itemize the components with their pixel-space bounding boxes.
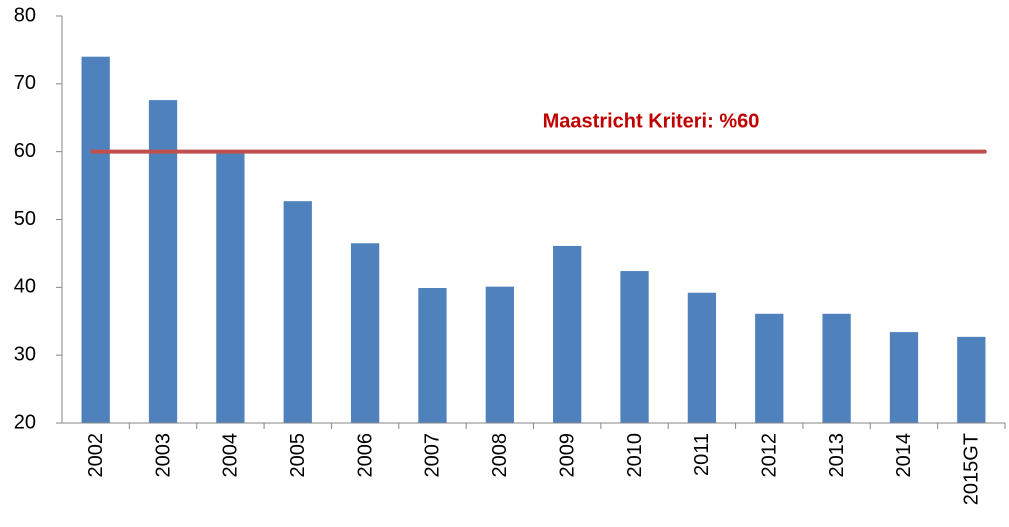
bar [350, 243, 380, 423]
y-tick-label: 60 [14, 140, 36, 162]
x-tick-label: 2005 [287, 433, 309, 478]
bar [822, 313, 851, 423]
y-tick-label: 70 [14, 72, 36, 94]
bar [148, 100, 178, 423]
x-tick-label: 2013 [826, 433, 848, 478]
x-tick-label: 2008 [489, 433, 511, 478]
x-tick-label: 2003 [152, 433, 174, 478]
x-tick-label: 2015GT [961, 433, 983, 505]
y-tick-label: 30 [14, 343, 36, 365]
x-tick-label: 2006 [354, 433, 376, 478]
bar [889, 332, 919, 423]
x-tick-label: 2004 [220, 433, 242, 478]
bar [485, 286, 514, 423]
bar [755, 313, 784, 423]
y-tick-label: 50 [14, 208, 36, 230]
y-tick-label: 80 [14, 4, 36, 26]
reference-label: Maastricht Kriteri: %60 [543, 110, 760, 132]
x-tick-label: 2007 [422, 433, 444, 478]
bar [418, 288, 447, 423]
x-tick-label: 2002 [85, 433, 107, 478]
x-tick-label: 2014 [893, 433, 915, 478]
x-tick-label: 2010 [624, 433, 646, 478]
x-tick-label: 2009 [556, 433, 578, 478]
bar [553, 245, 582, 423]
bar [283, 201, 312, 423]
x-tick-label: 2011 [691, 433, 713, 476]
bar [687, 292, 717, 423]
x-tick-label: 2012 [759, 433, 781, 478]
bar [216, 152, 245, 423]
bar [81, 56, 110, 423]
y-tick-label: 20 [14, 411, 36, 433]
bar [957, 336, 986, 423]
bar [620, 271, 649, 423]
y-tick-label: 40 [14, 276, 36, 298]
